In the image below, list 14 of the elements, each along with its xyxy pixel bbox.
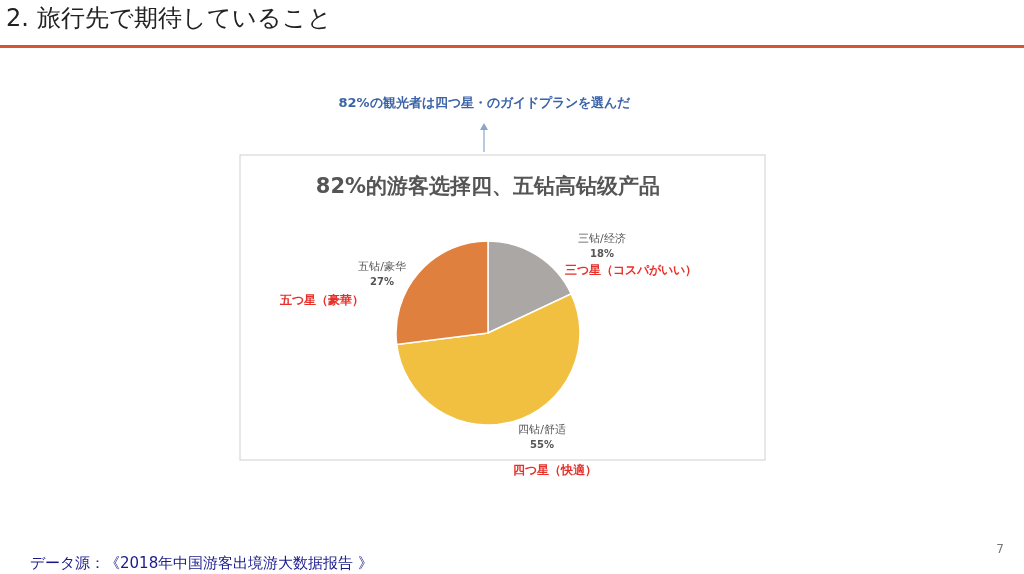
text: 82%の観光者は四つ星・のガイドプランを選んだ <box>338 95 631 110</box>
slice-label: 三钻/经济 <box>578 232 626 245</box>
text: 2. 旅行先で期待していること <box>6 4 332 32</box>
data-label: 18% <box>590 248 614 259</box>
text: 三つ星（コスパがいい） <box>565 263 697 277</box>
text: 五つ星（豪華） <box>279 293 364 307</box>
data-label: 27% <box>370 276 394 287</box>
text: 7 <box>996 542 1004 556</box>
slice-label: 五钻/豪华 <box>358 260 406 273</box>
chart-title: 82%的游客选择四、五钻高钻级产品 <box>315 174 661 198</box>
text: 四つ星（快適） <box>513 463 597 477</box>
slice-label: 四钻/舒适 <box>518 423 566 436</box>
text: データ源：《2018年中国游客出境游大数据报告 》 <box>30 554 373 572</box>
data-label: 55% <box>530 439 554 450</box>
